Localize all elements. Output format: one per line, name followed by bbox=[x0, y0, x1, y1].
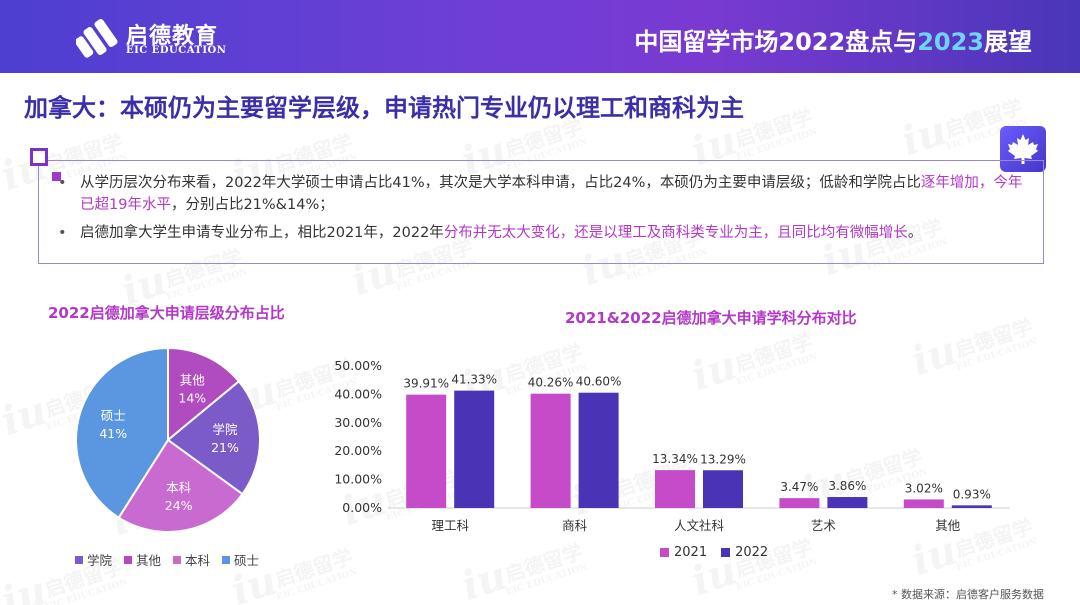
header-title: 中国留学市场2022盘点与2023展望 bbox=[634, 22, 1032, 57]
bar-value-label: 0.93% bbox=[953, 487, 991, 501]
y-tick-label: 40.00% bbox=[334, 386, 382, 401]
legend-label: 2022 bbox=[735, 545, 769, 560]
pie-slice-label: 24% bbox=[165, 498, 193, 513]
legend-swatch bbox=[222, 555, 231, 564]
x-category-label: 其他 bbox=[935, 518, 961, 533]
header-title-year: 2023 bbox=[917, 28, 984, 56]
bullet-text: 启德加拿大学生申请专业分布上，相比2021年，2022年 bbox=[80, 225, 444, 241]
bar-value-label: 40.60% bbox=[576, 375, 622, 389]
pie-chart-title: 2022启德加拿大申请层级分布占比 bbox=[48, 304, 285, 322]
y-tick-label: 20.00% bbox=[334, 443, 382, 458]
bar-2022 bbox=[827, 497, 868, 508]
legend-item: 学院 bbox=[75, 550, 112, 569]
bar-2021 bbox=[779, 498, 820, 508]
legend-label: 硕士 bbox=[234, 553, 260, 568]
x-category-label: 理工科 bbox=[431, 518, 469, 533]
pie-chart-legend: 学院 其他 本科 硕士 bbox=[75, 550, 259, 569]
header-title-prefix: 中国留学市场2022盘点与 bbox=[634, 28, 918, 56]
corner-square-decoration bbox=[52, 172, 61, 181]
bar-2022 bbox=[454, 390, 495, 508]
legend-label: 2021 bbox=[674, 545, 708, 560]
legend-item: 其他 bbox=[124, 550, 161, 569]
summary-bullets: 从学历层次分布来看，2022年大学硕士申请占比41%，其次是大学本科申请，占比2… bbox=[58, 172, 1030, 250]
pie-slice-name: 硕士 bbox=[101, 408, 126, 423]
pie-slice bbox=[117, 438, 244, 533]
legend-item: 硕士 bbox=[222, 550, 259, 569]
bar-value-label: 3.86% bbox=[828, 479, 866, 493]
y-tick-label: 10.00% bbox=[334, 472, 382, 487]
data-source-note: * 数据来源：启德客户服务数据 bbox=[892, 588, 1044, 601]
pie-slice bbox=[166, 379, 261, 496]
summary-box bbox=[38, 160, 1044, 264]
legend-swatch bbox=[124, 555, 133, 564]
bar-value-label: 40.26% bbox=[528, 376, 574, 390]
bullet-highlight: 逐年增加，今年已超19年水平 bbox=[80, 175, 1023, 213]
bullet-text: 。 bbox=[907, 225, 923, 241]
legend-swatch bbox=[660, 548, 669, 557]
bar-2021 bbox=[655, 470, 695, 508]
bar-2022 bbox=[703, 470, 743, 508]
bar-chart-legend: 2021 2022 bbox=[660, 545, 768, 560]
pie-slice-name: 本科 bbox=[166, 480, 192, 495]
header-banner: 启德教育 EIC EDUCATION 中国留学市场2022盘点与2023展望 bbox=[0, 0, 1080, 73]
corner-decoration bbox=[30, 148, 48, 166]
y-tick-label: 0.00% bbox=[342, 500, 382, 515]
legend-label: 本科 bbox=[185, 553, 211, 568]
bar-chart-title: 2021&2022启德加拿大申请学科分布对比 bbox=[565, 309, 857, 327]
x-category-label: 人文社科 bbox=[674, 518, 725, 533]
bullet-item: 从学历层次分布来看，2022年大学硕士申请占比41%，其次是大学本科申请，占比2… bbox=[58, 172, 1030, 216]
bar-value-label: 39.91% bbox=[403, 377, 449, 391]
legend-swatch bbox=[75, 555, 83, 564]
bar-2021 bbox=[406, 394, 447, 508]
legend-item: 2021 bbox=[660, 545, 707, 560]
legend-swatch bbox=[721, 548, 731, 557]
pie-slice-label: 21% bbox=[211, 440, 239, 455]
pie-slice bbox=[167, 346, 241, 443]
bar-value-label: 41.33% bbox=[451, 373, 497, 387]
legend-label: 学院 bbox=[87, 553, 113, 568]
x-category-label: 商科 bbox=[562, 518, 588, 533]
bullet-highlight: 分布并无太大变化，还是以理工及商科类专业为主，且同比均有微幅增长 bbox=[443, 225, 908, 241]
y-tick-label: 50.00% bbox=[334, 358, 382, 373]
bar-value-label: 13.29% bbox=[700, 452, 746, 466]
logo-text-cn: 启德教育 bbox=[126, 24, 219, 49]
x-category-label: 艺术 bbox=[811, 518, 837, 533]
bullet-text: 从学历层次分布来看，2022年大学硕士申请占比41%，其次是大学本科申请，占比2… bbox=[80, 175, 921, 191]
bar-value-label: 13.34% bbox=[652, 452, 698, 466]
maple-leaf-icon bbox=[1000, 126, 1046, 172]
pie-slice bbox=[75, 346, 169, 520]
legend-label: 其他 bbox=[136, 553, 162, 568]
page-title: 加拿大：本硕仍为主要留学层级，申请热门专业仍以理工和商科为主 bbox=[24, 94, 744, 122]
pie-slice-name: 学院 bbox=[213, 422, 239, 437]
bullet-text: ，分别占比21%&14%； bbox=[170, 197, 334, 213]
pie-slice-label: 14% bbox=[178, 390, 206, 405]
header-title-suffix: 展望 bbox=[984, 28, 1032, 56]
bar-chart: 0.00% 10.00% 20.00% 30.00% 40.00% 50.00% 39.91… bbox=[334, 358, 1010, 533]
legend-item: 本科 bbox=[173, 550, 210, 569]
bar-2022 bbox=[578, 392, 619, 508]
pie-chart: 其他 14% 学院 21% 本科 24% 硕士 41% bbox=[75, 346, 261, 533]
bar-2021 bbox=[530, 393, 571, 508]
bar-value-label: 3.02% bbox=[905, 481, 943, 495]
bar-2022 bbox=[951, 505, 992, 508]
legend-swatch bbox=[173, 555, 182, 564]
logo-text-en: EIC EDUCATION bbox=[126, 45, 227, 56]
y-tick-label: 30.00% bbox=[334, 415, 382, 430]
legend-item: 2022 bbox=[721, 545, 768, 560]
bar-value-label: 3.47% bbox=[780, 480, 818, 494]
bar-2021 bbox=[903, 499, 944, 508]
bullet-item: 启德加拿大学生申请专业分布上，相比2021年，2022年分布并无太大变化，还是以… bbox=[58, 222, 1030, 244]
eic-logo-icon bbox=[76, 19, 118, 58]
pie-slice-name: 其他 bbox=[180, 372, 206, 387]
pie-slice-label: 41% bbox=[99, 426, 127, 441]
